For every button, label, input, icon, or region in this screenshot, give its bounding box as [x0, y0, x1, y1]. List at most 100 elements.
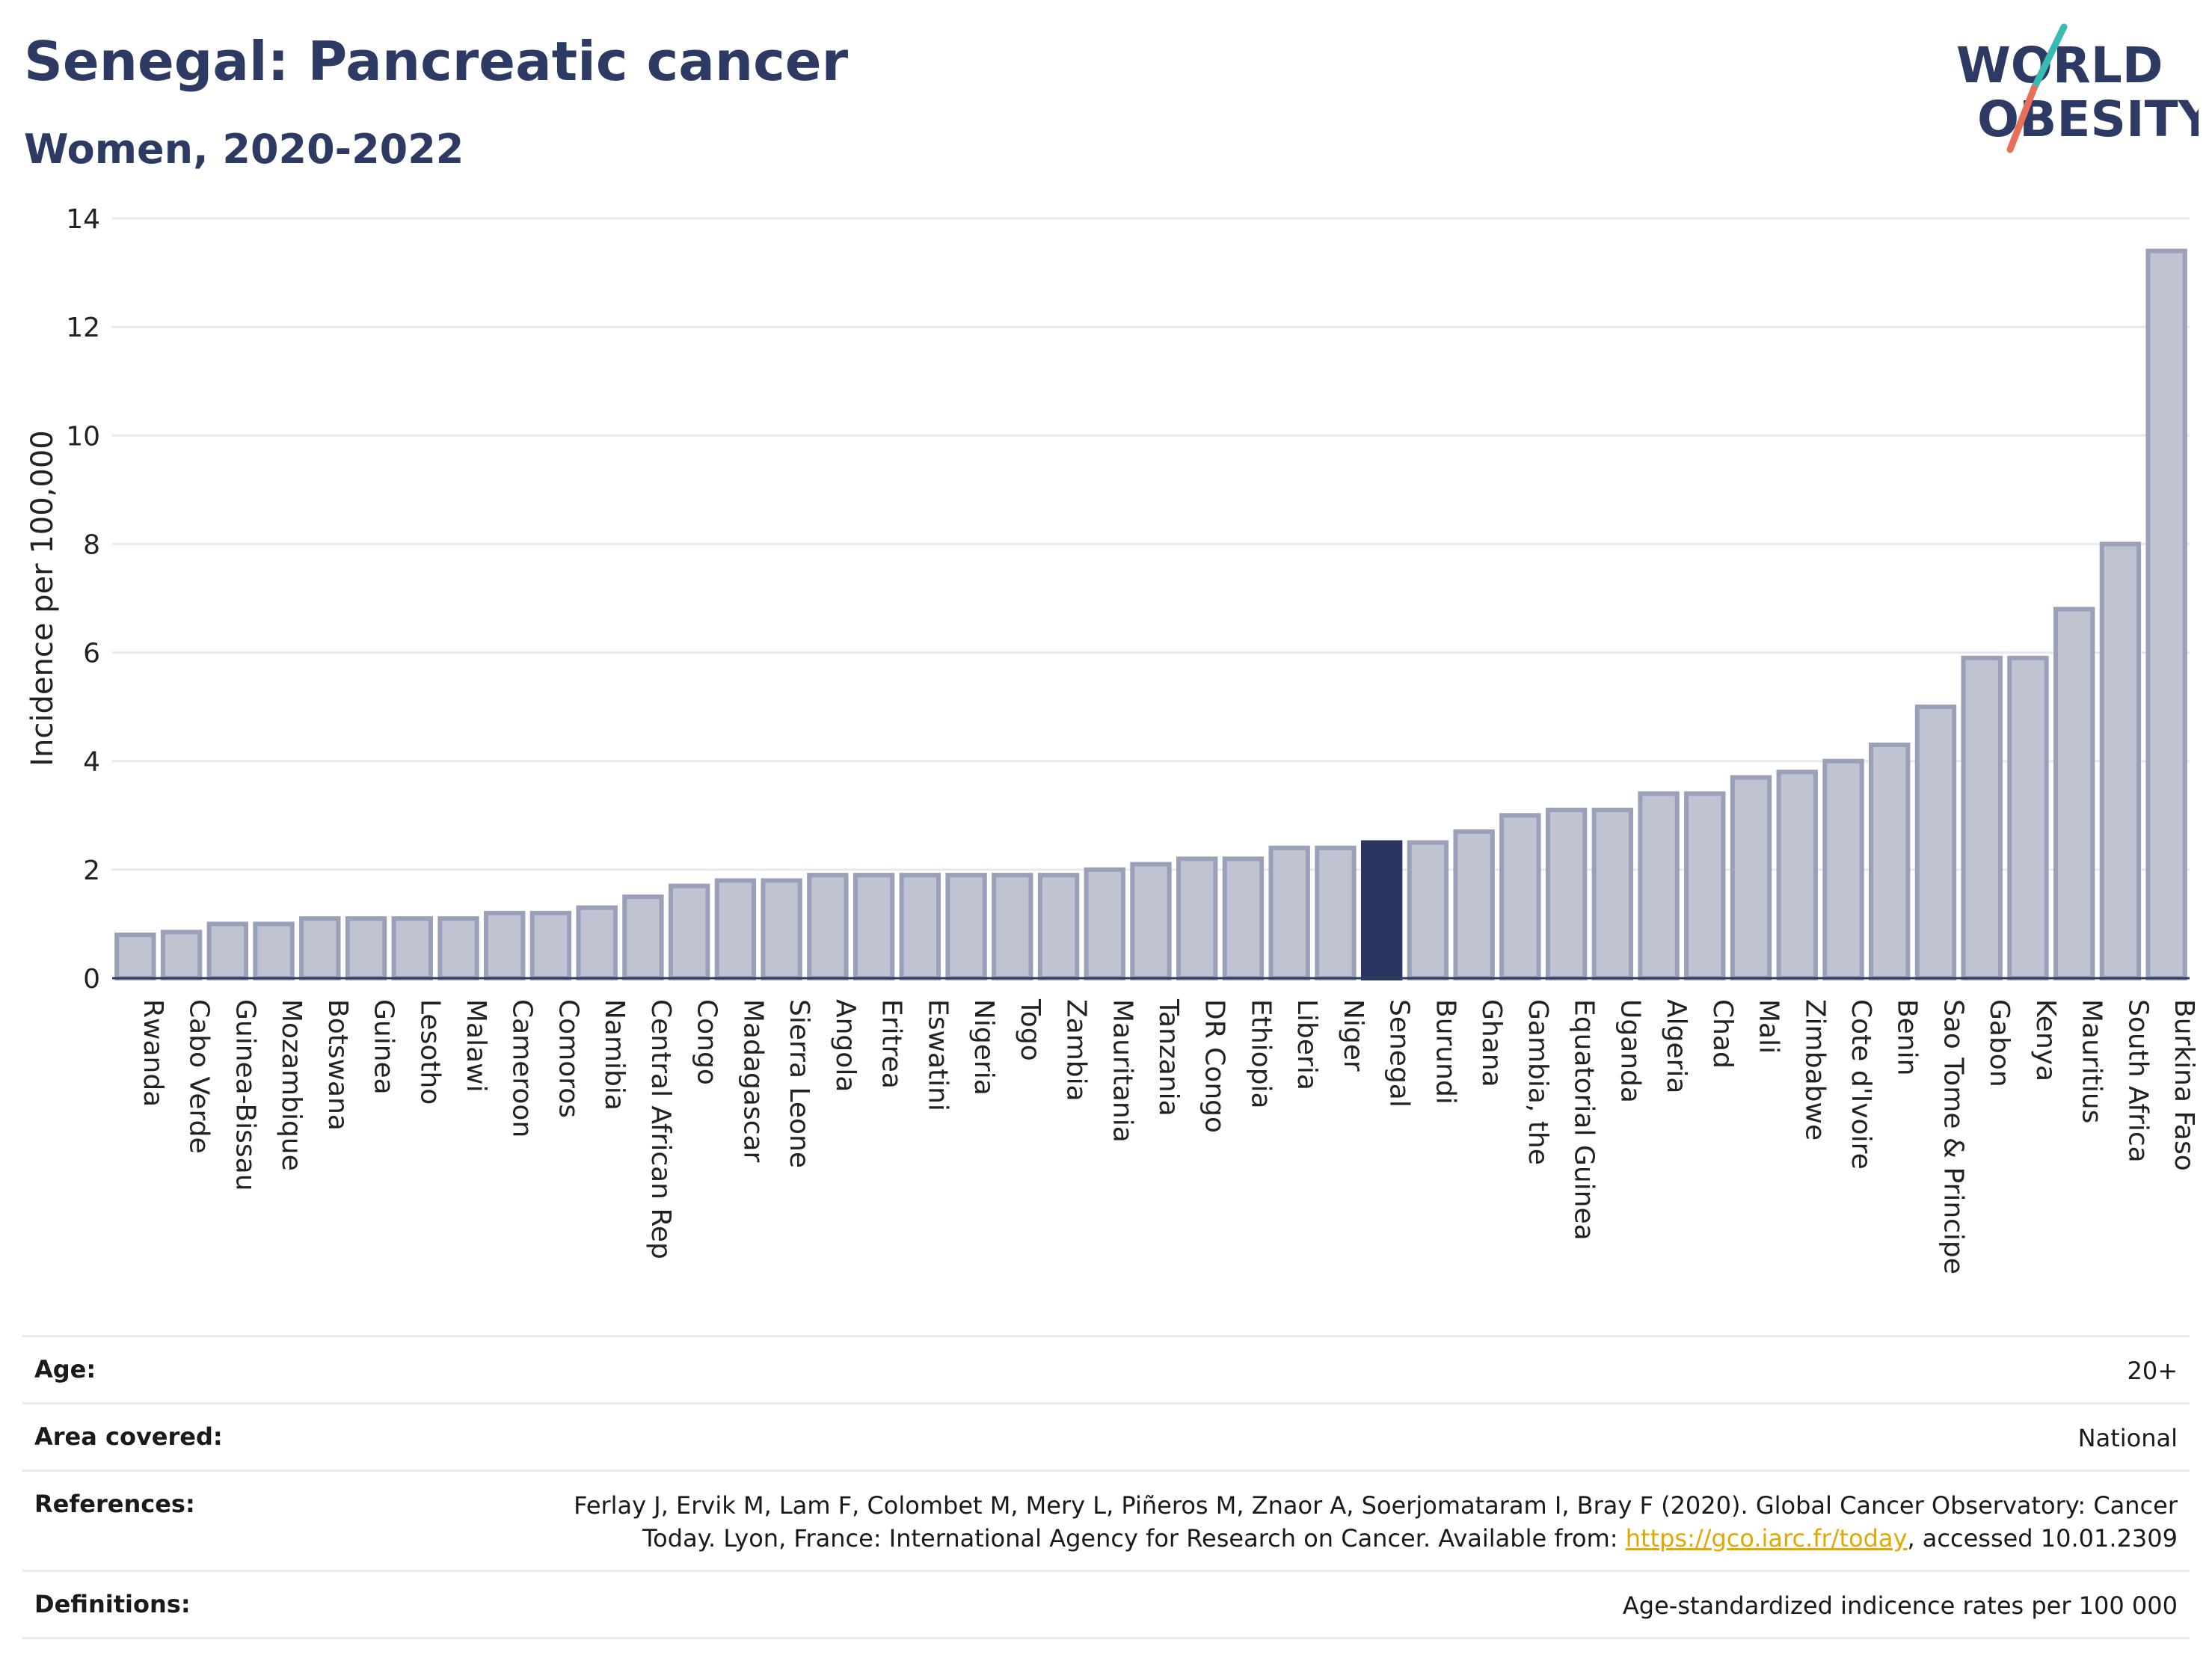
bar [1591, 808, 1634, 980]
bar [391, 916, 433, 980]
area-value: National [2077, 1424, 2178, 1453]
bar [1268, 845, 1310, 981]
x-category-label: Rwanda [138, 999, 168, 1107]
bar [852, 873, 895, 980]
bar [1776, 770, 1818, 980]
bar [622, 894, 664, 980]
y-tick-label: 10 [66, 421, 100, 452]
bar [345, 916, 387, 980]
x-category-label: Mauritius [2077, 999, 2107, 1123]
age-value: 20+ [2127, 1357, 2178, 1385]
info-row-area: Area covered: National [22, 1402, 2190, 1470]
bar [1684, 791, 1726, 981]
bar [899, 873, 941, 980]
bar [1822, 758, 1864, 980]
x-category-label: Senegal [1384, 999, 1415, 1108]
x-category-label: Cameroon [507, 999, 538, 1137]
x-category-label: Benin [1892, 999, 1923, 1075]
info-row-age: Age: 20+ [22, 1335, 2190, 1402]
logo-slash-coral [2006, 85, 2038, 153]
references-text: Ferlay J, Ervik M, Lam F, Colombet M, Me… [574, 1491, 2178, 1553]
x-category-label: Mauritania [1107, 999, 1137, 1143]
references-link[interactable]: https://gco.iarc.fr/today [1625, 1523, 1908, 1553]
x-category-label: Algeria [1661, 999, 1692, 1094]
bar [2053, 607, 2095, 980]
bar [529, 910, 572, 981]
x-category-label: Ethiopia [1245, 999, 1276, 1109]
x-category-label: Tanzania [1153, 998, 1184, 1117]
bar [668, 883, 710, 980]
x-category-label: Mali [1754, 999, 1784, 1054]
x-category-label: DR Congo [1199, 999, 1230, 1133]
bar [253, 921, 295, 981]
bar [437, 916, 479, 980]
x-category-label: Lesotho [414, 999, 445, 1105]
x-category-label: South Africa [2122, 999, 2153, 1163]
bar [576, 905, 618, 980]
bar [299, 916, 341, 980]
bar [1545, 808, 1588, 980]
bar [206, 921, 249, 981]
bar [484, 910, 526, 981]
x-category-label: Sierra Leone [784, 999, 814, 1168]
bar [1499, 813, 1541, 981]
x-category-label: Zambia [1061, 999, 1092, 1102]
bar [714, 878, 757, 981]
bar [1222, 856, 1265, 981]
x-category-label: Central African Rep [645, 999, 676, 1259]
x-category-label: Chad [1707, 999, 1738, 1069]
age-label: Age: [34, 1355, 96, 1384]
y-tick-label: 8 [83, 529, 100, 560]
x-category-label: Cote d'Ivoire [1846, 999, 1876, 1170]
y-axis-label: Incidence per 100,000 [25, 430, 60, 767]
bar [1084, 867, 1125, 981]
info-row-definitions: Definitions: Age-standardized indicence … [22, 1569, 2190, 1639]
x-category-label: Namibia [599, 999, 630, 1111]
bar [1453, 829, 1495, 980]
bar [1730, 775, 1772, 980]
x-category-label: Guinea-Bissau [230, 999, 260, 1191]
logo-line-1: WORLD [1956, 37, 2163, 94]
chart-title: Senegal: Pancreatic cancer [24, 30, 849, 93]
bar [945, 873, 987, 980]
bar [2099, 541, 2142, 980]
bar [1130, 862, 1172, 980]
x-category-label: Gabon [1984, 999, 2015, 1087]
x-axis-labels: Rwanda Cabo Verde Guinea-Bissau Mozambique B… [138, 998, 2199, 1274]
bar [1869, 742, 1911, 980]
bar-chart: 0 2 4 6 8 10 12 14 Rwanda Cabo Verde Guinea-Bissa… [25, 204, 2199, 1274]
definitions-value: Age-standardized indicence rates per 100… [1622, 1591, 2178, 1620]
bar [1407, 840, 1449, 980]
x-category-label: Comoros [553, 999, 583, 1118]
x-category-label: Malawi [461, 999, 491, 1093]
y-tick-label: 4 [83, 747, 100, 778]
x-category-label: Burundi [1430, 999, 1460, 1105]
bar [1638, 791, 1680, 981]
x-category-label: Ghana [1476, 999, 1507, 1087]
x-category-label: Equatorial Guinea [1569, 999, 1600, 1241]
x-category-label: Madagascar [737, 999, 768, 1163]
x-category-label: Gambia, the [1523, 999, 1553, 1165]
x-category-label: Burkina Faso [2169, 999, 2199, 1171]
chart-subtitle: Women, 2020-2022 [24, 126, 464, 173]
bar [1914, 704, 1957, 981]
bar [1315, 845, 1357, 981]
x-category-label: Congo [692, 999, 722, 1085]
x-category-label: Eswatini [922, 999, 953, 1111]
y-axis-ticks: 0 2 4 6 8 10 12 14 [66, 204, 100, 995]
y-tick-label: 12 [66, 313, 100, 343]
area-label: Area covered: [34, 1422, 223, 1452]
x-category-label: Uganda [1615, 999, 1645, 1103]
bar [2007, 655, 2049, 980]
bar [807, 873, 849, 980]
y-tick-label: 14 [66, 204, 100, 235]
y-tick-label: 6 [83, 639, 100, 669]
bar [114, 932, 156, 981]
bar [1961, 655, 2003, 980]
bar [160, 930, 203, 981]
world-obesity-logo: WORLD OBESITY [1956, 23, 2199, 153]
info-table: Age: 20+ Area covered: National Referenc… [22, 1335, 2190, 1639]
x-category-label: Guinea [369, 999, 399, 1095]
logo-slash-teal [2030, 23, 2068, 92]
x-category-label: Angola [830, 999, 861, 1092]
